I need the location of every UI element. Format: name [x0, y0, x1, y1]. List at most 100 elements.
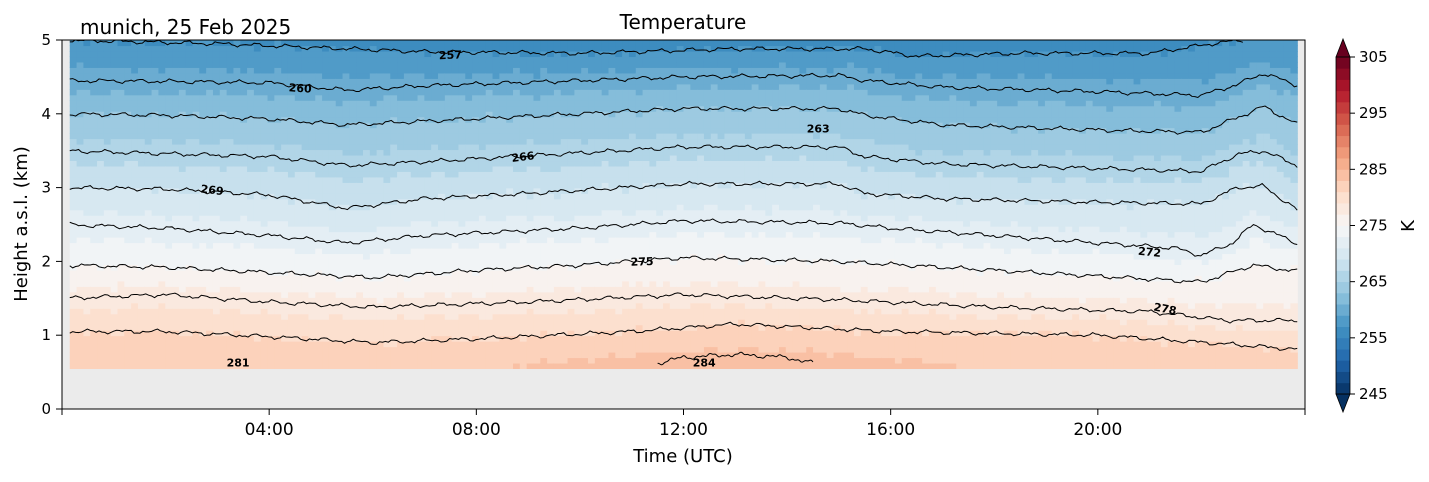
field-cell — [308, 149, 316, 156]
field-cell — [478, 187, 487, 194]
field-cell — [192, 67, 200, 74]
field-cell — [547, 335, 555, 342]
field-cell — [472, 204, 480, 211]
field-cell — [144, 144, 153, 151]
field-cell — [97, 247, 105, 255]
field-cell — [526, 204, 535, 211]
field-cell — [308, 357, 316, 364]
field-cell — [458, 133, 466, 140]
field-cell — [465, 182, 473, 189]
field-cell — [533, 351, 541, 359]
field-cell — [192, 330, 200, 337]
field-cell — [588, 154, 596, 162]
field-cell — [410, 116, 419, 123]
field-cell — [533, 176, 541, 183]
field-cell — [287, 198, 296, 205]
field-cell — [185, 165, 194, 172]
field-cell — [151, 275, 160, 282]
field-cell — [574, 83, 582, 90]
field-cell — [410, 341, 419, 348]
field-cell — [594, 171, 603, 178]
field-cell — [301, 67, 310, 74]
field-cell — [178, 346, 187, 353]
field-cell — [165, 45, 173, 52]
field-cell — [417, 313, 425, 320]
field-cell — [117, 313, 125, 320]
field-cell — [444, 242, 453, 249]
field-cell — [144, 138, 153, 145]
field-cell — [328, 89, 337, 96]
field-cell — [376, 154, 385, 162]
field-cell — [226, 61, 235, 68]
field-cell — [274, 198, 282, 205]
field-cell — [424, 335, 432, 342]
field-cell — [560, 133, 569, 140]
field-cell — [581, 154, 589, 162]
field-cell — [212, 319, 221, 326]
field-cell — [608, 231, 616, 238]
field-cell — [615, 242, 623, 249]
field-cell — [349, 362, 357, 370]
field-cell — [506, 154, 514, 162]
field-cell — [97, 335, 105, 342]
field-cell — [287, 362, 296, 370]
field-cell — [588, 100, 596, 107]
field-cell — [144, 187, 153, 194]
field-cell — [144, 231, 153, 238]
field-cell — [465, 302, 473, 309]
field-cell — [410, 144, 419, 151]
field-cell — [608, 220, 616, 227]
field-cell — [240, 45, 248, 52]
field-cell — [322, 357, 330, 364]
field-cell — [410, 209, 419, 216]
field-cell — [294, 40, 303, 47]
field-cell — [253, 215, 262, 222]
field-cell — [376, 319, 385, 326]
field-cell — [628, 160, 637, 167]
field-cell — [615, 45, 623, 52]
field-cell — [349, 215, 357, 222]
field-cell — [165, 72, 173, 79]
field-cell — [451, 72, 460, 79]
field-cell — [410, 187, 419, 194]
field-cell — [226, 297, 235, 304]
field-cell — [383, 72, 391, 79]
field-cell — [485, 127, 494, 134]
field-cell — [137, 78, 146, 85]
field-cell — [97, 297, 105, 304]
field-cell — [219, 154, 228, 162]
field-cell — [158, 176, 166, 183]
field-cell — [76, 40, 85, 47]
field-cell — [308, 127, 316, 134]
field-cell — [328, 324, 337, 331]
field-cell — [110, 182, 119, 189]
field-cell — [206, 111, 214, 118]
field-cell — [397, 176, 405, 183]
field-cell — [185, 231, 194, 238]
field-cell — [301, 165, 310, 172]
field-cell — [390, 127, 398, 134]
field-cell — [90, 144, 98, 151]
field-cell — [444, 182, 453, 189]
field-cell — [369, 308, 378, 315]
field-cell — [349, 154, 357, 162]
field-cell — [363, 78, 371, 85]
field-cell — [390, 297, 398, 304]
field-cell — [547, 346, 555, 353]
field-cell — [281, 182, 289, 189]
field-cell — [240, 237, 248, 244]
field-cell — [390, 187, 398, 194]
field-cell — [363, 100, 371, 107]
field-cell — [581, 269, 589, 276]
field-cell — [328, 357, 337, 364]
field-cell — [247, 242, 255, 249]
field-cell — [90, 258, 98, 266]
field-cell — [247, 144, 255, 151]
field-cell — [628, 116, 637, 123]
field-cell — [124, 341, 132, 348]
field-cell — [458, 264, 466, 271]
field-cell — [608, 133, 616, 140]
field-cell — [615, 253, 623, 260]
field-cell — [247, 61, 255, 68]
field-cell — [287, 78, 296, 85]
